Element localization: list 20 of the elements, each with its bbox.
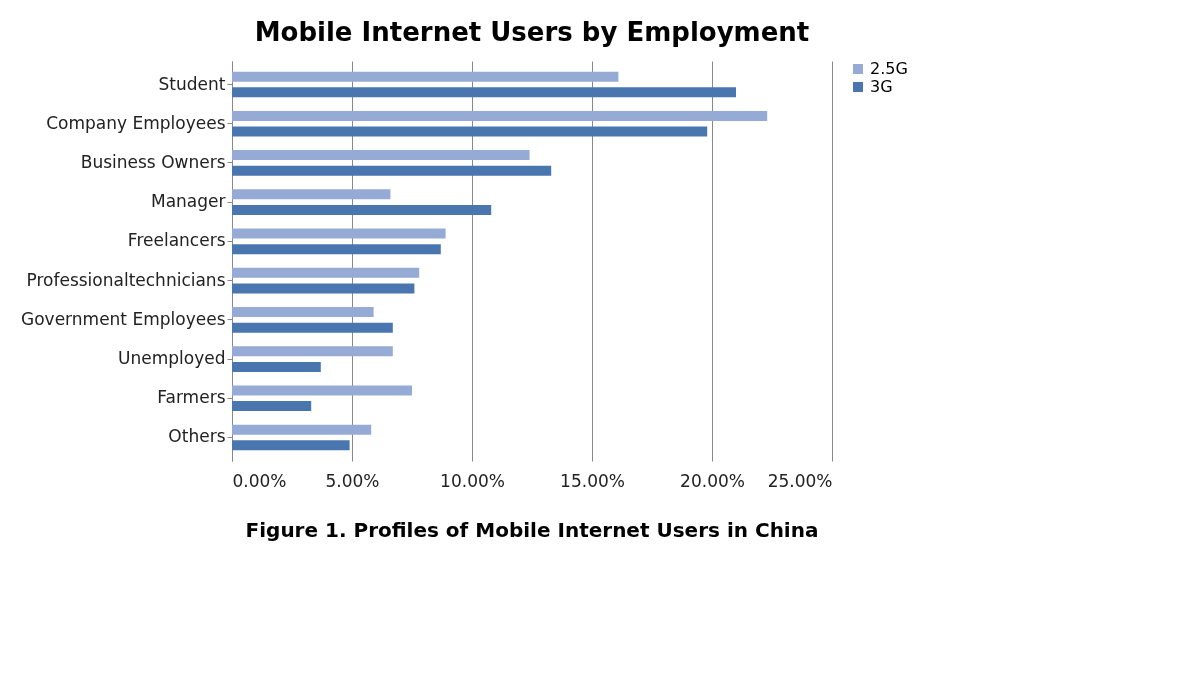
y-tick-label: Company Employees [46,112,226,133]
y-tick-label: Government Employees [21,308,226,329]
x-tick-label: 15.00% [560,470,625,491]
legend-label: 3G [870,77,893,96]
y-tick-label: Others [168,426,226,447]
y-tick-label: Professionaltechnicians [26,269,226,290]
y-tick-label: Unemployed [118,348,226,369]
y-tick-label: Farmers [157,387,226,408]
y-tick-label: Business Owners [80,151,226,172]
x-tick-label: 20.00% [680,470,745,491]
y-tick-label: Student [158,73,226,94]
caption: Figure 1. Profiles of Mobile Internet Users in China [245,518,819,542]
x-tick-label: 0.00% [232,470,287,491]
y-tick-label: Freelancers [127,230,226,251]
chart-title: Mobile Internet Users by Employment [254,17,810,47]
x-tick-label: 5.00% [325,470,380,491]
legend-label: 2.5G [870,59,908,78]
x-tick-label: 25.00% [767,470,833,491]
y-tick-label: Manager [150,191,226,212]
x-tick-label: 10.00% [440,470,505,491]
